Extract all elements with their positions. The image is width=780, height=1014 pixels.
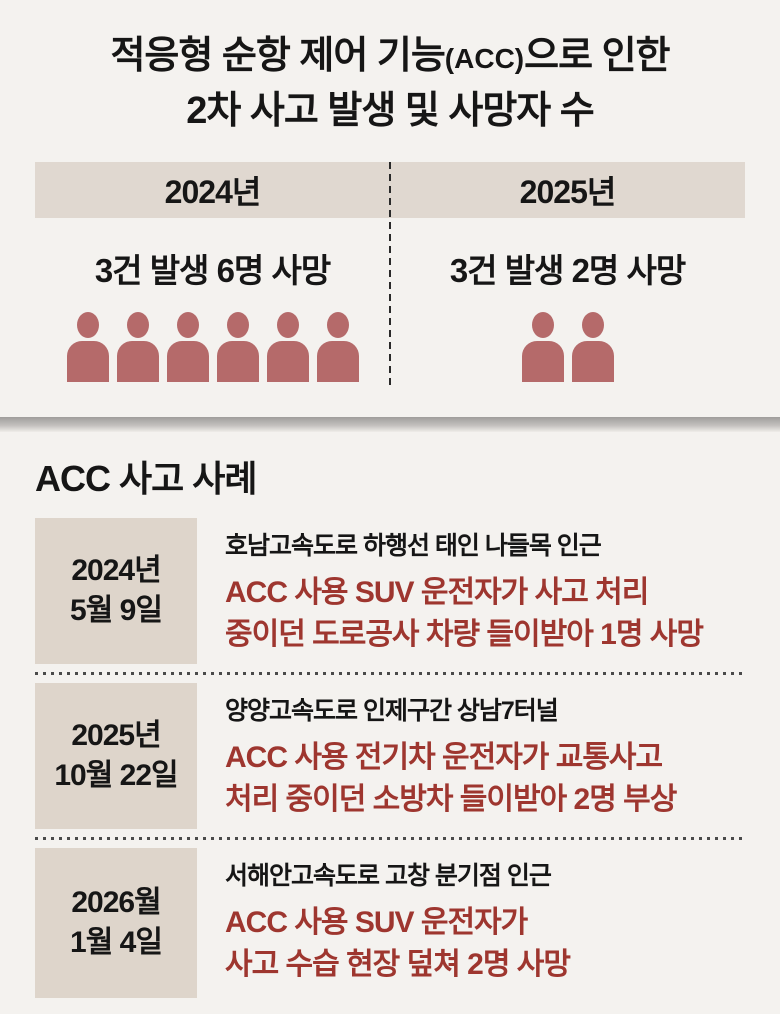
title-line-1: 적응형 순항 제어 기능(ACC)으로 인한	[110, 35, 670, 77]
case-description: ACC 사용 SUV 운전자가 사고 처리 중이던 도로공사 차량 들이받아 1…	[225, 576, 704, 651]
person-icon	[266, 312, 309, 382]
case-date: 2026월 1월 4일	[35, 848, 197, 998]
year-label-2025: 2025년	[519, 174, 617, 210]
pictogram-2024-deaths	[66, 312, 359, 382]
case-location: 호남고속도로 하행선 태인 나들목 인근	[225, 532, 602, 560]
comparison-section: 2024년 2025년 3건 발생 6명 사망 3건 발생 2명 사망	[35, 162, 745, 388]
section-divider-bar	[0, 417, 780, 432]
case-row-2: 2025년 10월 22일 양양고속도로 인제구간 상남7터널 ACC 사용 전…	[35, 683, 745, 829]
case-date-year: 2024년	[71, 554, 161, 587]
case-description: ACC 사용 전기차 운전자가 교통사고 처리 중이던 소방차 들이받아 2명 …	[225, 741, 677, 816]
case-row-3: 2026월 1월 4일 서해안고속도로 고창 분기점 인근 ACC 사용 SUV…	[35, 848, 745, 998]
year-label-2024: 2024년	[164, 174, 262, 210]
title-acc-paren: (ACC)	[444, 43, 525, 74]
case-date-year: 2026월	[71, 886, 161, 919]
vertical-dashed-divider	[389, 162, 391, 388]
case-location: 서해안고속도로 고창 분기점 인근	[225, 862, 552, 890]
person-icon	[116, 312, 159, 382]
case-date: 2024년 5월 9일	[35, 518, 197, 664]
case-location: 양양고속도로 인제구간 상남7터널	[225, 697, 559, 725]
page-title: 적응형 순항 제어 기능(ACC)으로 인한 2차 사고 발생 및 사망자 수	[0, 30, 780, 137]
cases-section: ACC 사고 사례 2024년 5월 9일 호남고속도로 하행선 태인 나들목 …	[35, 450, 745, 998]
dotted-separator	[35, 837, 745, 840]
stat-2025: 3건 발생 2명 사망	[449, 252, 686, 289]
person-icon	[166, 312, 209, 382]
person-icon	[316, 312, 359, 382]
pictogram-2025-deaths	[521, 312, 614, 382]
stat-2024: 3건 발생 6명 사망	[94, 252, 331, 289]
stats-row: 3건 발생 6명 사망 3건 발생 2명 사망	[35, 248, 745, 289]
person-icon	[216, 312, 259, 382]
dotted-separator	[35, 672, 745, 675]
case-description: ACC 사용 SUV 운전자가 사고 수습 현장 덮쳐 2명 사망	[225, 906, 571, 981]
case-date: 2025년 10월 22일	[35, 683, 197, 829]
section-heading: ACC 사고 사례	[35, 458, 257, 499]
case-date-day: 5월 9일	[70, 594, 163, 627]
person-icon	[571, 312, 614, 382]
person-icon	[66, 312, 109, 382]
person-icon	[521, 312, 564, 382]
case-row-1: 2024년 5월 9일 호남고속도로 하행선 태인 나들목 인근 ACC 사용 …	[35, 518, 745, 664]
case-date-day: 1월 4일	[70, 926, 163, 959]
case-date-day: 10월 22일	[54, 759, 178, 792]
case-date-year: 2025년	[71, 719, 161, 752]
title-line-2: 2차 사고 발생 및 사망자 수	[186, 90, 595, 132]
pictogram-row	[35, 312, 745, 382]
